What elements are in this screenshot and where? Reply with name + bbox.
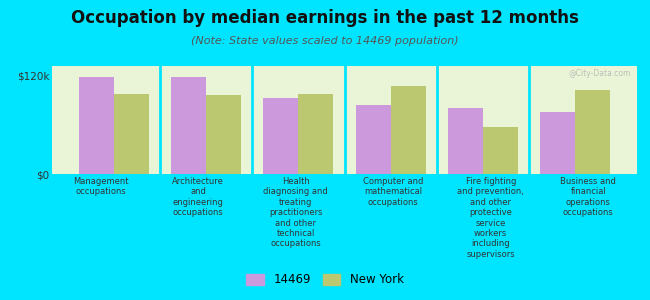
Text: Computer and
mathematical
occupations: Computer and mathematical occupations — [363, 177, 423, 207]
Bar — [263, 98, 298, 174]
Bar — [483, 127, 518, 174]
Bar — [114, 94, 149, 174]
Text: Occupation by median earnings in the past 12 months: Occupation by median earnings in the pas… — [71, 9, 579, 27]
Text: Management
occupations: Management occupations — [73, 177, 129, 197]
Bar — [448, 108, 483, 174]
Text: (Note: State values scaled to 14469 population): (Note: State values scaled to 14469 popu… — [191, 36, 459, 46]
Bar — [391, 85, 426, 174]
Bar — [540, 112, 575, 174]
Legend: 14469, New York: 14469, New York — [241, 269, 409, 291]
Bar — [206, 95, 241, 174]
Text: Architecture
and
engineering
occupations: Architecture and engineering occupations — [172, 177, 224, 217]
Bar — [171, 77, 206, 174]
Bar — [79, 77, 114, 174]
Text: @City-Data.com: @City-Data.com — [569, 69, 631, 78]
Bar — [298, 94, 333, 174]
Text: Health
diagnosing and
treating
practitioners
and other
technical
occupations: Health diagnosing and treating practitio… — [263, 177, 328, 248]
Text: Business and
financial
operations
occupations: Business and financial operations occupa… — [560, 177, 616, 217]
Text: Fire fighting
and prevention,
and other
protective
service
workers
including
sup: Fire fighting and prevention, and other … — [458, 177, 524, 259]
Bar — [356, 105, 391, 174]
Bar — [575, 90, 610, 174]
